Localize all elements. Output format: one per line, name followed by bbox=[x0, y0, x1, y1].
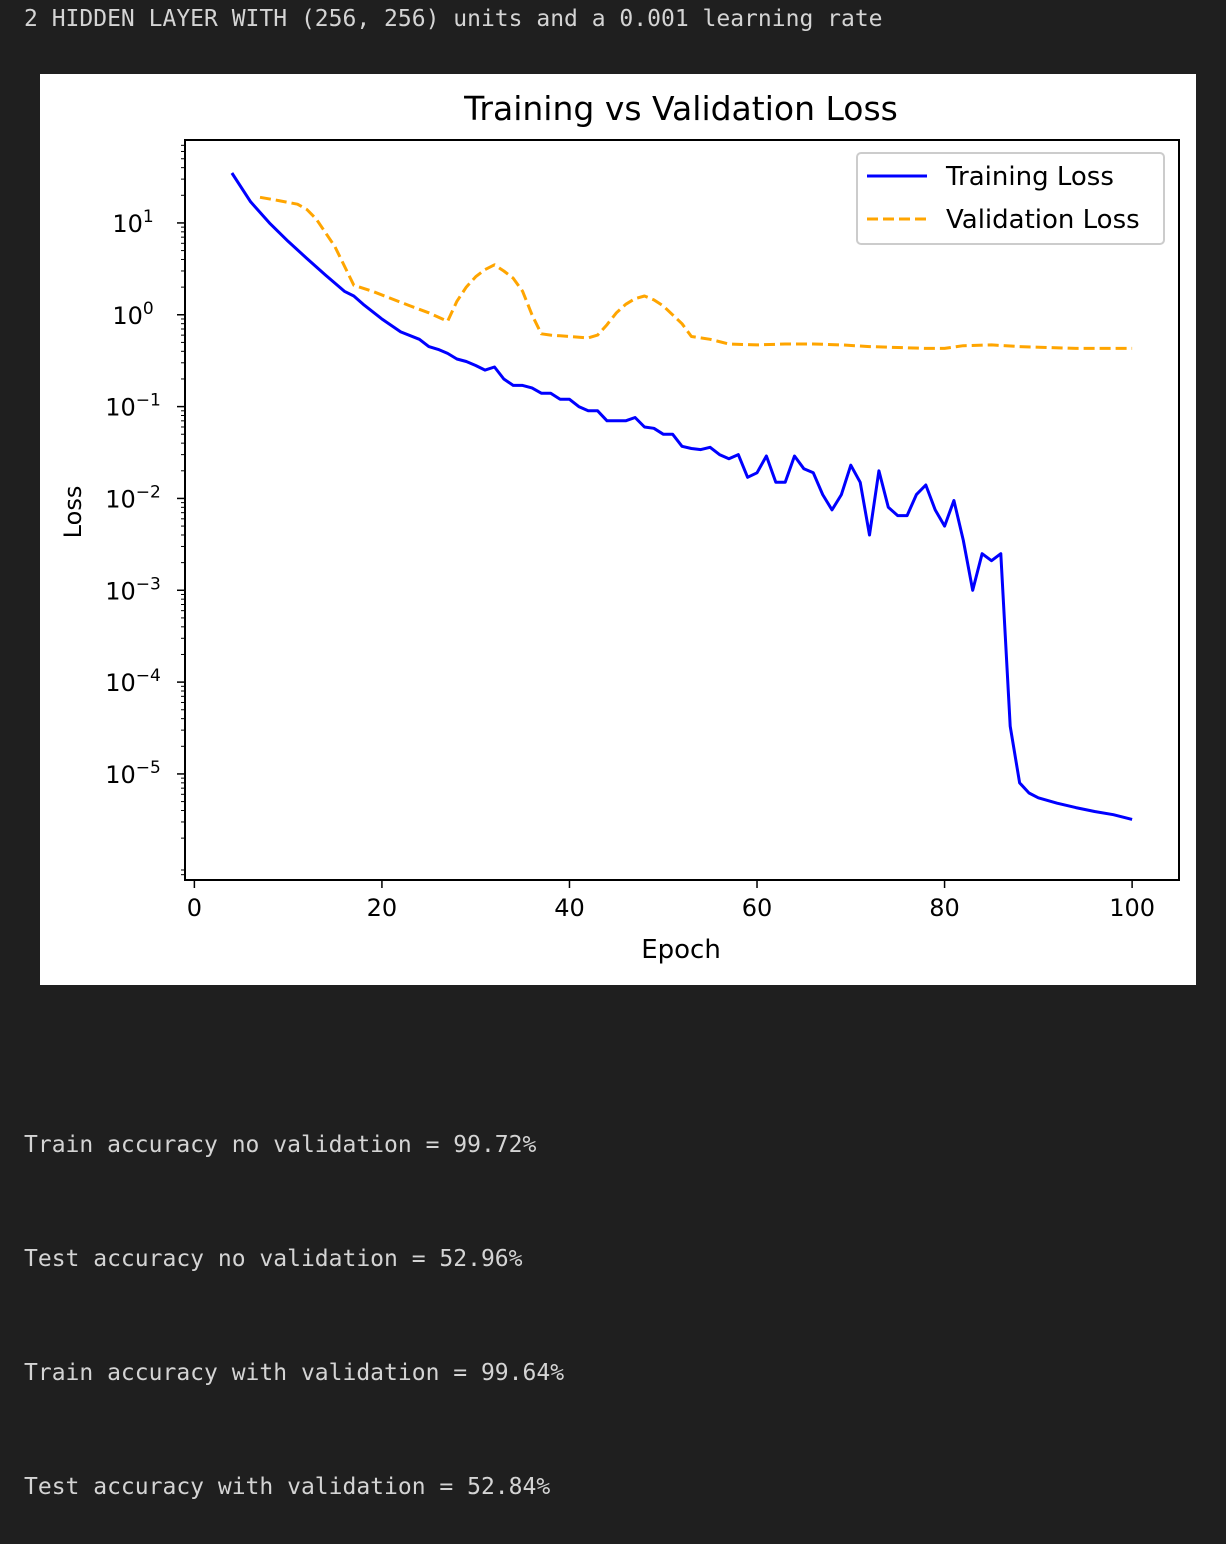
cell-output: Train accuracy no validation = 99.72% Te… bbox=[24, 1050, 564, 1544]
axis-ticks: 0 20 40 60 80 100 10−5 10−4 10−3 10−2 10−1 100 101 bbox=[105, 207, 1155, 922]
series-line-training-loss bbox=[230, 172, 1133, 821]
output-line-train-with-validation: Train accuracy with validation = 99.64% bbox=[24, 1360, 565, 1386]
y-tick-label: 10−3 bbox=[105, 574, 161, 605]
chart-title: Training vs Validation Loss bbox=[463, 89, 898, 128]
output-line-test-with-validation: Test accuracy with validation = 52.84% bbox=[24, 1474, 551, 1500]
legend: Training Loss Validation Loss bbox=[856, 152, 1165, 245]
legend-label-validation: Validation Loss bbox=[946, 205, 1140, 235]
x-tick-label: 80 bbox=[929, 894, 960, 922]
y-tick-label: 10−5 bbox=[105, 758, 161, 789]
y-tick-label: 10−1 bbox=[105, 391, 161, 422]
legend-label-training: Training Loss bbox=[945, 162, 1114, 192]
series-lines bbox=[230, 172, 1133, 821]
x-tick-label: 0 bbox=[187, 894, 202, 922]
output-line-train-no-validation: Train accuracy no validation = 99.72% bbox=[24, 1132, 537, 1158]
y-axis-label: Loss bbox=[59, 486, 87, 539]
x-tick-label: 100 bbox=[1109, 894, 1155, 922]
x-tick-label: 40 bbox=[554, 894, 585, 922]
loss-chart-figure: Training vs Validation Loss Loss Epoch 0… bbox=[40, 74, 1196, 985]
y-tick-label: 101 bbox=[112, 207, 153, 238]
y-tick-label: 100 bbox=[112, 299, 153, 330]
plot-frame bbox=[184, 139, 1180, 881]
y-tick-label: 10−2 bbox=[105, 482, 161, 513]
x-axis-label: Epoch bbox=[641, 935, 721, 965]
legend-box bbox=[856, 152, 1165, 245]
cell-header-text: 2 HIDDEN LAYER WITH (256, 256) units and… bbox=[24, 6, 883, 32]
x-tick-label: 60 bbox=[742, 894, 773, 922]
loss-chart-svg: Training vs Validation Loss Loss Epoch 0… bbox=[59, 89, 1180, 965]
series-line-validation-loss bbox=[259, 195, 1133, 350]
x-tick-label: 20 bbox=[367, 894, 398, 922]
output-line-test-no-validation: Test accuracy no validation = 52.96% bbox=[24, 1246, 523, 1272]
y-tick-label: 10−4 bbox=[105, 666, 161, 697]
